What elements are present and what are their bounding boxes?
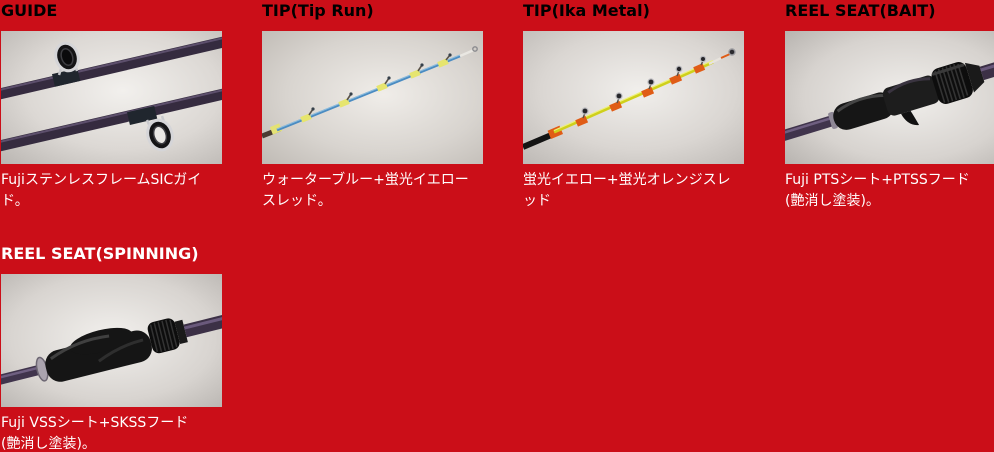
- feature-cell-guide: GUIDE: [1, 2, 262, 212]
- feature-heading-reel-seat-spinning: REEL SEAT(SPINNING): [1, 244, 199, 263]
- feature-caption-guide: FujiステンレスフレームSICガイ ド。: [1, 172, 202, 209]
- feature-heading-tip-ika-metal: TIP(Ika Metal): [523, 1, 650, 20]
- feature-cell-reel-seat-bait: REEL SEAT(BAIT): [785, 2, 994, 212]
- feature-heading-reel-seat-bait: REEL SEAT(BAIT): [785, 1, 936, 20]
- reel-seat-bait-photo: [785, 31, 994, 164]
- ika-metal-photo: [523, 31, 744, 164]
- feature-caption-tip-run: ウォーターブルー+蛍光イエロー スレッド。: [262, 172, 469, 209]
- feature-caption-reel-seat-bait: Fuji PTSシート+PTSSフード (艶消し塗装)。: [785, 172, 970, 209]
- feature-caption-reel-seat-spinning: Fuji VSSシート+SKSSフード (艶消し塗装)。: [1, 415, 189, 452]
- reel-seat-spinning-photo: [1, 274, 222, 407]
- feature-heading-tip-run: TIP(Tip Run): [262, 1, 374, 20]
- feature-caption-tip-ika-metal: 蛍光イエロー+蛍光オレンジスレ ッド: [523, 172, 731, 209]
- tip-run-photo: [262, 31, 483, 164]
- feature-cell-reel-seat-spinning: REEL SEAT(SPINNING): [1, 245, 262, 452]
- feature-cell-tip-run: TIP(Tip Run): [262, 2, 523, 212]
- guide-photo: [1, 31, 222, 164]
- feature-cell-tip-ika-metal: TIP(Ika Metal): [523, 2, 784, 212]
- feature-heading-guide: GUIDE: [1, 1, 58, 20]
